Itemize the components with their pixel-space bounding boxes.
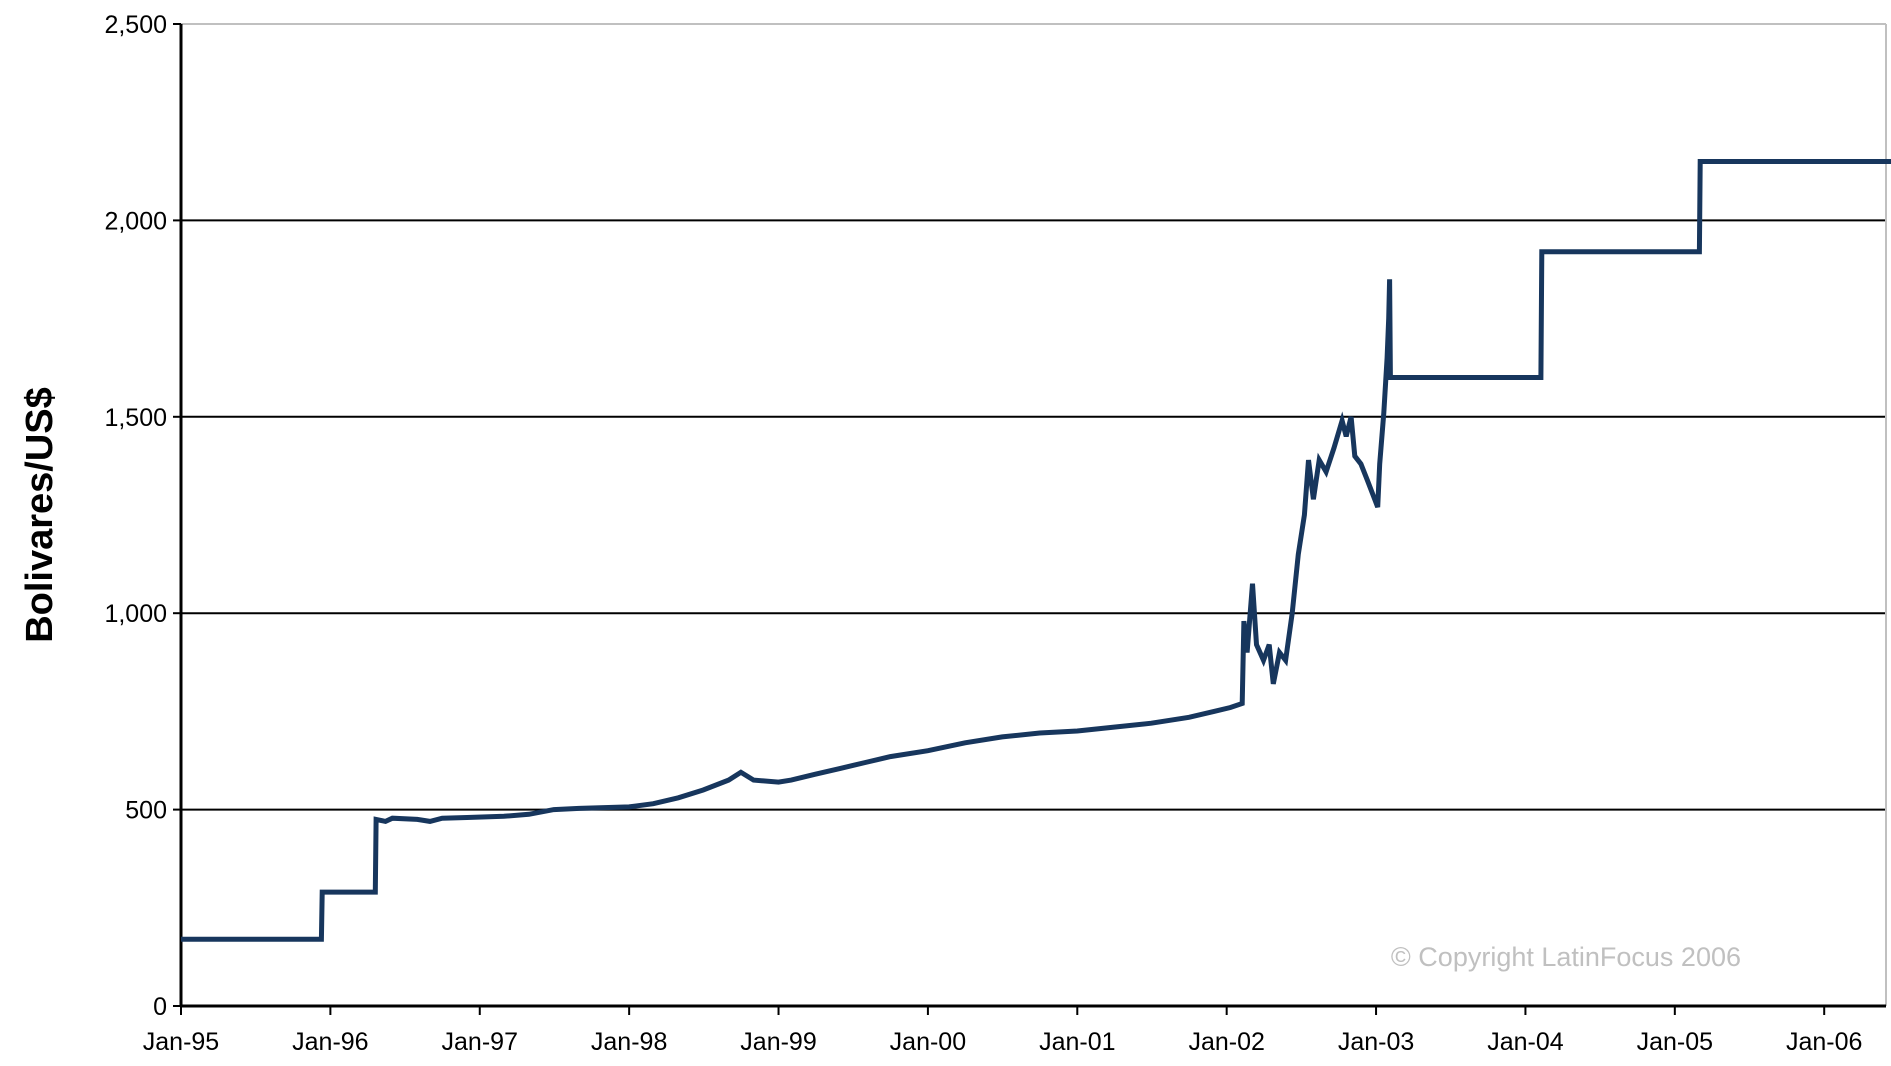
axes <box>173 23 1887 1015</box>
x-tick-label: Jan-06 <box>1786 1028 1862 1056</box>
x-tick-label: Jan-99 <box>740 1028 816 1056</box>
x-tick-label: Jan-04 <box>1487 1028 1564 1056</box>
copyright-annotation: © Copyright LatinFocus 2006 <box>1391 942 1741 972</box>
x-tick-label: Jan-95 <box>143 1028 219 1056</box>
plot-area <box>181 24 1886 1006</box>
y-tick-label: 500 <box>125 797 167 825</box>
x-tick-label: Jan-98 <box>591 1028 667 1056</box>
y-tick-label: 1,000 <box>104 600 167 628</box>
x-tick-label: Jan-05 <box>1637 1028 1713 1056</box>
y-tick-label: 0 <box>153 993 167 1021</box>
y-tick-label: 2,000 <box>104 207 167 235</box>
x-tick-label: Jan-96 <box>292 1028 368 1056</box>
x-tick-labels: Jan-95 Jan-96 Jan-97 Jan-98 Jan-99 Jan-00 Jan-… <box>143 1028 1863 1056</box>
y-axis-title: Bolivares/US$ <box>19 387 61 643</box>
series-group <box>181 159 1891 942</box>
x-tick-label: Jan-01 <box>1039 1028 1115 1056</box>
y-tick-label: 2,500 <box>104 11 167 39</box>
series-line <box>181 159 1891 942</box>
x-tick-label: Jan-97 <box>442 1028 518 1056</box>
x-tick-label: Jan-02 <box>1188 1028 1264 1056</box>
x-tick-label: Jan-03 <box>1338 1028 1414 1056</box>
y-tick-labels: 0 500 1,000 1,500 2,000 2,500 <box>104 11 167 1021</box>
y-tick-label: 1,500 <box>104 404 167 432</box>
x-tick-label: Jan-00 <box>890 1028 966 1056</box>
